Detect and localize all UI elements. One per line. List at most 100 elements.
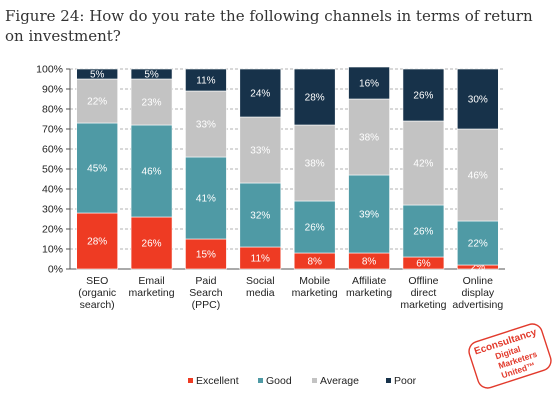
- category-label-line: SEO: [86, 275, 108, 287]
- data-label: 2%: [471, 262, 486, 273]
- legend-swatch: [188, 378, 193, 383]
- category-label: Social media: [246, 275, 275, 299]
- data-label: 26%: [305, 223, 325, 234]
- bar-segment: [76, 122, 118, 214]
- category-label-line: Offline: [408, 275, 438, 287]
- data-label: 33%: [250, 146, 270, 157]
- data-label: 38%: [305, 159, 325, 170]
- y-tick-label: 90%: [42, 84, 63, 96]
- data-label: 28%: [305, 93, 325, 104]
- legend-label: Good: [266, 375, 292, 387]
- bar-segment: [293, 68, 336, 126]
- bar-segment: [239, 182, 282, 248]
- y-tick-label: 80%: [42, 104, 63, 116]
- category-label-line: Mobile: [299, 275, 330, 287]
- bar-segment: [185, 156, 227, 240]
- category-label: Affiliate marketing: [346, 275, 392, 299]
- category-label-line: marketing: [400, 299, 446, 311]
- y-tick-label: 70%: [42, 124, 63, 136]
- bar-segment: [239, 68, 282, 118]
- category-label-line: marketing: [292, 287, 338, 299]
- data-label: 22%: [87, 97, 107, 108]
- data-label: 6%: [416, 259, 431, 270]
- data-label: 45%: [87, 164, 107, 175]
- category-label-line: Search: [189, 287, 222, 299]
- bar-segment: [402, 68, 445, 122]
- bar-segment: [130, 68, 173, 80]
- category-label: Email marketing: [129, 275, 175, 299]
- data-label: 8%: [362, 257, 377, 268]
- legend-label: Excellent: [196, 375, 239, 387]
- data-label: 42%: [413, 159, 433, 170]
- bar-segment: [293, 200, 336, 254]
- y-tick-label: 0%: [48, 264, 63, 276]
- data-label: 26%: [413, 91, 433, 102]
- legend-swatch: [312, 378, 317, 383]
- bar-segment: [130, 124, 173, 218]
- stamp-border: [468, 323, 552, 389]
- y-tick-label: 10%: [42, 244, 63, 256]
- bar-segment: [76, 78, 118, 124]
- legend-label: Poor: [394, 375, 417, 387]
- y-tick-label: 40%: [42, 184, 63, 196]
- legend: Excellent Good Average Poor: [188, 375, 417, 387]
- category-label: Online display advertising: [452, 275, 503, 311]
- data-label: 41%: [196, 194, 216, 205]
- category-label: SEO (organic search): [78, 275, 116, 311]
- legend-label: Average: [320, 375, 359, 387]
- bar-segment: [348, 174, 390, 254]
- y-tick-label: 100%: [36, 64, 63, 76]
- bar-segment: [76, 68, 118, 80]
- data-label: 30%: [468, 95, 488, 106]
- bar-segment: [402, 204, 445, 258]
- bar-segment: [293, 124, 336, 202]
- data-label: 46%: [468, 171, 488, 182]
- category-label: Offline direct marketing: [400, 275, 446, 311]
- data-label: 11%: [251, 254, 270, 265]
- y-tick-label: 50%: [42, 164, 63, 176]
- bar-segment: [457, 128, 499, 222]
- data-label: 11%: [196, 76, 215, 87]
- bar-segment: [76, 212, 118, 270]
- bar-segment: [239, 116, 282, 184]
- data-label: 23%: [142, 98, 162, 109]
- data-label: 8%: [307, 257, 322, 268]
- category-label-line: (organic: [78, 287, 116, 299]
- data-label: 24%: [250, 89, 270, 100]
- category-label-line: Social: [246, 275, 275, 287]
- legend-swatch: [386, 378, 391, 383]
- bar-segment: [185, 68, 227, 92]
- category-label-line: media: [246, 287, 275, 299]
- data-label: 15%: [196, 250, 216, 261]
- category-label: Paid Search (PPC): [189, 275, 222, 311]
- category-label-line: Affiliate: [352, 275, 386, 287]
- y-tick-label: 20%: [42, 224, 63, 236]
- data-label: 39%: [359, 210, 379, 221]
- figure-title: Figure 24: How do you rate the following…: [5, 7, 533, 45]
- data-label: 22%: [468, 239, 488, 250]
- data-label: 46%: [142, 167, 162, 178]
- category-label-line: search): [80, 299, 115, 311]
- data-label: 28%: [87, 237, 107, 248]
- bar-segment: [457, 68, 499, 130]
- bar-segment: [402, 120, 445, 206]
- category-label-line: Paid: [195, 275, 216, 287]
- bar-segment: [348, 66, 390, 100]
- data-label: 16%: [359, 79, 379, 90]
- y-tick-label: 30%: [42, 204, 63, 216]
- category-label-line: marketing: [346, 287, 392, 299]
- data-label: 38%: [359, 133, 379, 144]
- bar-segment: [130, 78, 173, 126]
- category-label-line: Email: [138, 275, 164, 287]
- category-label-line: marketing: [129, 287, 175, 299]
- category-label-line: Online: [463, 275, 494, 287]
- data-label: 26%: [413, 227, 433, 238]
- category-label-line: advertising: [452, 299, 503, 311]
- bars-layer: 28% 45% 22% 5% 26% 46% 23% 5% 15% 41% 33% 11% 11% 32%…: [76, 66, 499, 273]
- data-label: 5%: [144, 70, 159, 81]
- category-label-line: (PPC): [192, 299, 221, 311]
